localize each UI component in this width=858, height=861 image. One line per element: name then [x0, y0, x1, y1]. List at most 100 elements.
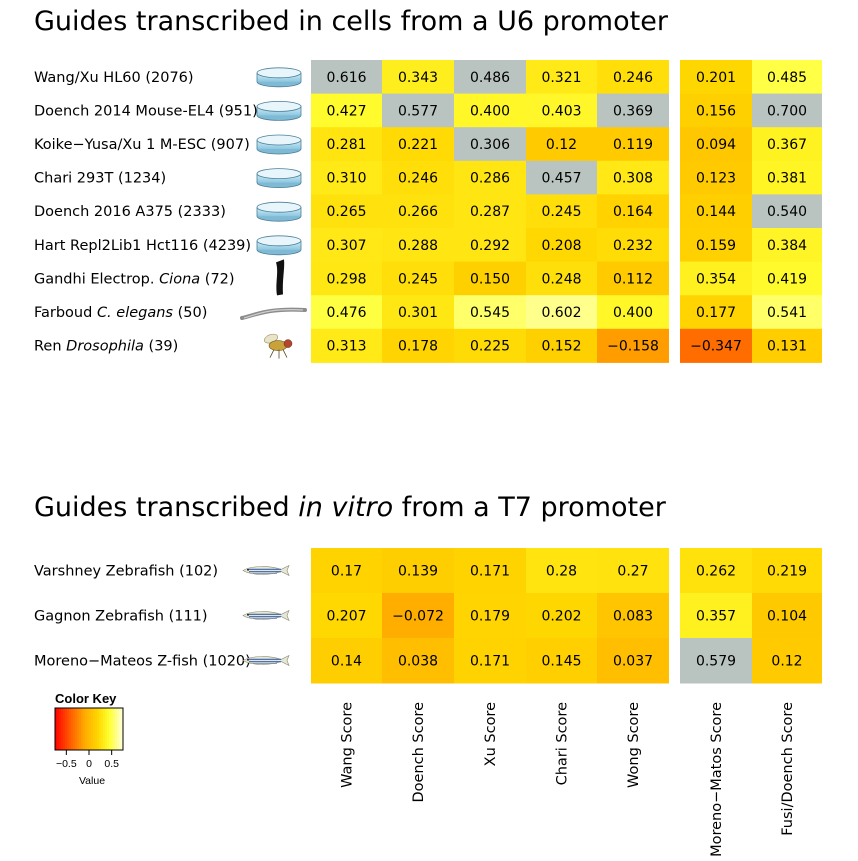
cell-value: 0.286	[470, 171, 510, 187]
heatmap-cell	[526, 295, 597, 330]
cell-value: 0.343	[398, 70, 438, 86]
row-label-part: Moreno−Mateos Z-fish (1020)	[34, 654, 251, 670]
heatmap-cell	[382, 160, 454, 195]
row-label-part: (39)	[144, 339, 178, 355]
cell-value: 0.145	[541, 654, 581, 670]
color-key-swatch	[99, 708, 102, 750]
cell-value: 0.369	[613, 103, 653, 119]
heatmap-cell	[680, 328, 752, 363]
panel-title: Guides transcribed in cells from a U6 pr…	[34, 6, 669, 37]
row-label-part: Hart Repl2Lib1 Hct116 (4239)	[34, 238, 251, 254]
cell-value: 0.225	[470, 339, 510, 355]
heatmap-cell	[526, 261, 597, 296]
cell-value: 0.201	[696, 70, 736, 86]
row-label-part: (72)	[200, 271, 234, 287]
heatmap-cell	[680, 93, 752, 128]
row-label: Gandhi Electrop. Ciona (72)	[34, 271, 235, 287]
cell-value: 0.083	[613, 609, 653, 625]
heatmap-cell	[752, 194, 822, 229]
color-key-swatch	[97, 708, 100, 750]
color-key-swatch	[103, 708, 106, 750]
row-label-part: Gagnon Zebrafish (111)	[34, 609, 208, 625]
heatmap-cell	[454, 295, 526, 330]
cell-value: 0.266	[398, 204, 438, 220]
cell-value: 0.384	[767, 238, 807, 254]
heatmap-cell	[526, 638, 597, 684]
cell-value: 0.178	[398, 339, 438, 355]
row-label-part: Gandhi Electrop.	[34, 271, 159, 287]
heatmap-cell	[454, 593, 526, 639]
cell-value: 0.700	[767, 103, 807, 119]
cell-value: 0.179	[470, 609, 510, 625]
cell-value: 0.540	[767, 204, 807, 220]
heatmap-cell	[454, 638, 526, 684]
petri-dish-icon	[256, 168, 302, 189]
cell-value: 0.112	[613, 271, 653, 287]
heatmap-cell	[597, 93, 669, 128]
cell-value: 0.306	[470, 137, 510, 153]
color-key-swatch	[119, 708, 122, 750]
heatmap-cell	[454, 328, 526, 363]
color-key-swatch	[79, 708, 82, 750]
cell-value: 0.104	[767, 609, 807, 625]
color-key-swatch	[121, 708, 124, 750]
cell-value: 0.381	[767, 171, 807, 187]
heatmap-cell	[526, 60, 597, 95]
heatmap-cell	[597, 261, 669, 296]
cell-value: 0.262	[696, 564, 736, 580]
heatmap-cell	[752, 93, 822, 128]
cell-value: 0.403	[541, 103, 581, 119]
row-label-part: Koike−Yusa/Xu 1 M-ESC (907)	[34, 137, 250, 153]
cell-value: 0.159	[696, 238, 736, 254]
column-label: Moreno−Matos Score	[709, 702, 725, 857]
cell-value: 0.245	[541, 204, 581, 220]
color-key-swatch	[89, 708, 92, 750]
color-key-swatch	[71, 708, 74, 750]
color-key-swatch	[67, 708, 70, 750]
heatmap-cell	[680, 228, 752, 263]
heatmap-cell	[311, 261, 382, 296]
cell-value: 0.281	[326, 137, 366, 153]
color-key-swatch	[93, 708, 96, 750]
heatmap-cell	[752, 548, 822, 594]
column-label: Doench Score	[411, 702, 427, 803]
cell-value: 0.357	[696, 609, 736, 625]
row-label: Doench 2014 Mouse-EL4 (951)	[34, 103, 258, 119]
heatmap-cell	[597, 60, 669, 95]
color-key-swatch	[85, 708, 88, 750]
color-key-swatch	[77, 708, 80, 750]
row-label-part: Drosophila	[66, 339, 144, 355]
heatmap-cell	[680, 593, 752, 639]
row-label: Gagnon Zebrafish (111)	[34, 609, 208, 625]
color-key-title: Color Key	[55, 691, 117, 706]
color-key-tick-label: 0.5	[104, 758, 119, 770]
row-label: Varshney Zebrafish (102)	[34, 564, 218, 580]
column-label: Xu Score	[483, 702, 499, 766]
cell-value: 0.219	[767, 564, 807, 580]
cell-value: 0.123	[696, 171, 736, 187]
row-label-part: Varshney Zebrafish (102)	[34, 564, 218, 580]
heatmap-cell	[526, 93, 597, 128]
heatmap-cell	[752, 638, 822, 684]
heatmap-cell	[382, 60, 454, 95]
column-label: Chari Score	[555, 702, 571, 785]
cell-value: 0.287	[470, 204, 510, 220]
cell-value: 0.616	[326, 70, 366, 86]
color-key-swatch	[69, 708, 72, 750]
heatmap-cell	[454, 228, 526, 263]
heatmap-cell	[752, 228, 822, 263]
cell-value: −0.347	[690, 339, 742, 355]
color-key-swatch	[117, 708, 120, 750]
panel-title: Guides transcribed in vitro from a T7 pr…	[34, 492, 667, 523]
heatmap-cell	[382, 295, 454, 330]
heatmap-cell	[597, 638, 669, 684]
heatmap-cell	[526, 127, 597, 162]
heatmap-cell	[454, 93, 526, 128]
cell-value: −0.158	[607, 339, 659, 355]
color-key-swatch	[111, 708, 114, 750]
color-key-swatch	[105, 708, 108, 750]
heatmap-cell	[454, 127, 526, 162]
cell-value: 0.292	[470, 238, 510, 254]
row-label-part: Doench 2016 A375 (2333)	[34, 204, 226, 220]
heatmap-cell	[311, 127, 382, 162]
